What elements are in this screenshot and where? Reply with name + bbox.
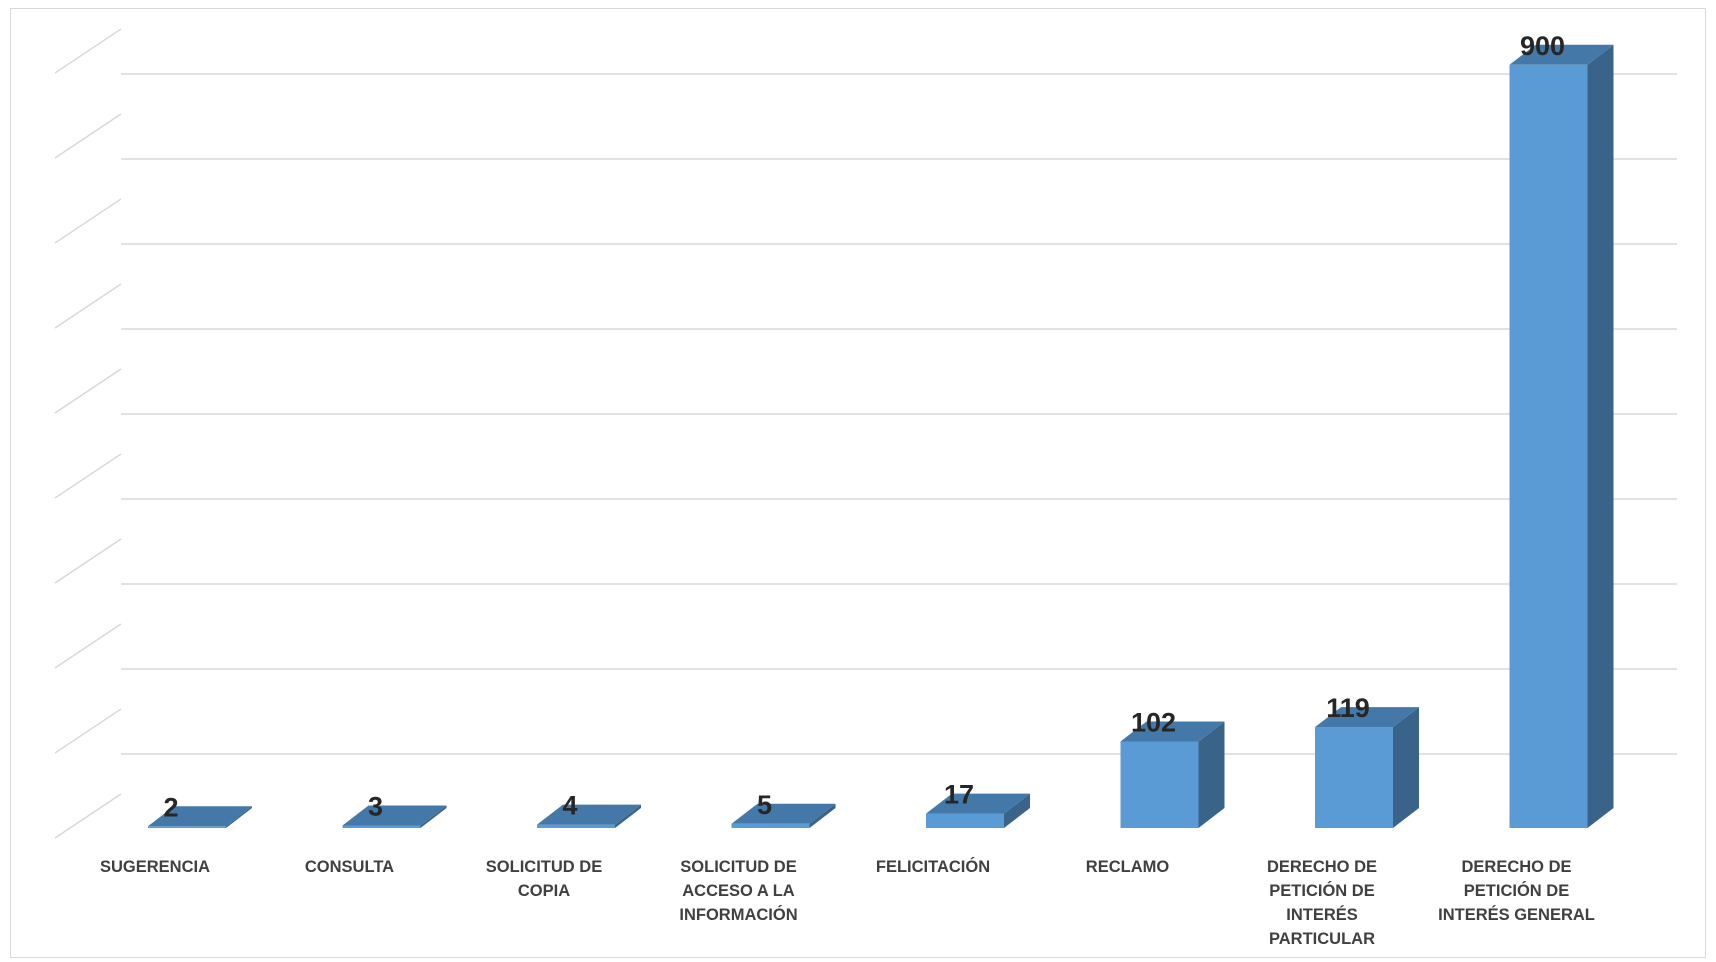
data-label: 102 xyxy=(1131,708,1176,738)
gridline-side xyxy=(55,624,121,668)
category-label: SOLICITUD DE COPIA xyxy=(459,855,629,903)
bar-front xyxy=(148,826,226,828)
gridline-side xyxy=(55,284,121,328)
bar-front xyxy=(926,814,1004,828)
gridline-side xyxy=(55,114,121,158)
gridline-side xyxy=(55,454,121,498)
gridline-side xyxy=(55,199,121,243)
category-label: FELICITACIÓN xyxy=(848,855,1018,879)
bar-side xyxy=(1393,707,1419,828)
bar-front xyxy=(1315,727,1393,828)
gridline-side xyxy=(55,794,121,838)
data-label: 119 xyxy=(1326,693,1370,723)
data-labels: 2 3 4 5 17 102 119 900 xyxy=(163,31,1565,823)
gridline-side xyxy=(55,709,121,753)
bar-front xyxy=(1510,65,1588,828)
bar-front xyxy=(1121,742,1199,828)
gridline-side xyxy=(55,539,121,583)
bar-7 xyxy=(1315,707,1419,828)
category-label: RECLAMO xyxy=(1043,855,1213,879)
data-label: 4 xyxy=(562,791,577,821)
data-label: 900 xyxy=(1520,31,1565,61)
bar-3 xyxy=(537,805,641,828)
gridline-side xyxy=(55,29,121,73)
bar-8 xyxy=(1510,45,1614,828)
gridlines xyxy=(55,0,1677,838)
bar-4 xyxy=(732,804,836,828)
bar-front xyxy=(732,824,810,828)
category-label: DERECHO DE PETICIÓN DE INTERÉS PARTICULA… xyxy=(1237,855,1407,951)
bar-front xyxy=(343,825,421,828)
bars xyxy=(148,45,1614,828)
bar-top xyxy=(343,805,447,825)
category-label: DERECHO DE PETICIÓN DE INTERÉS GENERAL xyxy=(1432,855,1602,927)
bar-top xyxy=(732,804,836,824)
bar-front xyxy=(537,825,615,828)
data-label: 17 xyxy=(944,780,974,810)
bar-5 xyxy=(926,794,1030,828)
data-label: 5 xyxy=(757,790,772,820)
category-label: CONSULTA xyxy=(265,855,435,879)
category-label: SOLICITUD DE ACCESO A LA INFORMACIÓN xyxy=(654,855,824,927)
data-label: 2 xyxy=(163,792,178,822)
bar-2 xyxy=(343,805,447,828)
category-label: SUGERENCIA xyxy=(70,855,240,879)
gridline-side xyxy=(55,369,121,413)
bar-side xyxy=(1588,45,1614,828)
data-label: 3 xyxy=(368,791,383,821)
bar-top xyxy=(537,805,641,825)
